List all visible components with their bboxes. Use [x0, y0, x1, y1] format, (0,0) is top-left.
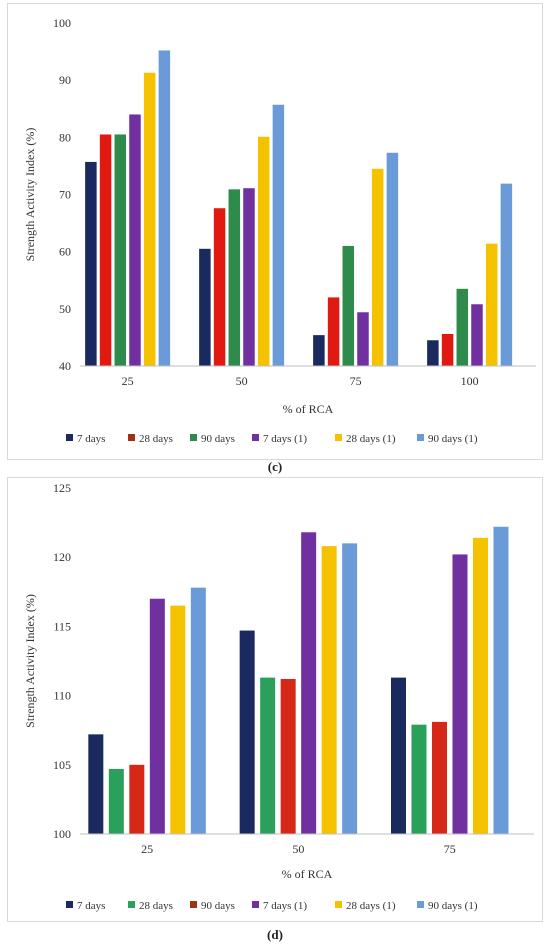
- legend-swatch: [190, 901, 197, 908]
- bar: [85, 161, 97, 366]
- legend-entry: 28 days: [139, 900, 173, 912]
- legend-swatch: [66, 434, 73, 441]
- y-tick-label: 80: [59, 130, 71, 144]
- legend-swatch: [66, 901, 73, 908]
- chart-panel-c: Strength Activity Index (%) 40 50 60 70 80 90 1…: [7, 3, 543, 460]
- legend-entry: 7 days (1): [263, 433, 307, 445]
- bar: [431, 721, 447, 834]
- legend-swatch: [128, 434, 135, 441]
- y-tick-label: 125: [53, 481, 71, 495]
- y-tick-label: 100: [53, 16, 71, 30]
- legend-entry: 90 days (1): [428, 900, 478, 912]
- y-axis-label: Strength Activity Index (%): [23, 594, 37, 728]
- caption-d: (d): [267, 927, 283, 942]
- legend-swatch: [335, 434, 342, 441]
- caption-c: (c): [267, 459, 283, 474]
- bar: [143, 72, 156, 367]
- y-tick-label: 115: [53, 619, 71, 633]
- legend-entry: 90 days: [201, 900, 235, 912]
- legend-entry: 7 days: [77, 900, 105, 912]
- legend-entry: 90 days: [201, 433, 235, 445]
- y-tick-label: 100: [53, 827, 71, 841]
- bar: [321, 546, 337, 834]
- bar: [313, 335, 325, 366]
- legend-swatch: [417, 901, 424, 908]
- y-tick-label: 70: [59, 188, 71, 202]
- bar: [342, 543, 358, 834]
- chart-d-svg: Strength Activity Index (%) 100 105 110 115 1…: [23, 481, 534, 912]
- bar: [390, 677, 406, 834]
- bar: [260, 677, 276, 834]
- bar: [472, 537, 488, 834]
- x-tick-label: 25: [141, 842, 153, 856]
- legend-swatch: [190, 434, 197, 441]
- bar: [493, 526, 509, 834]
- y-tick-label: 90: [59, 73, 71, 87]
- y-tick-label: 110: [53, 689, 71, 703]
- legend-entry: 28 days (1): [346, 900, 396, 912]
- bar: [357, 312, 369, 366]
- bar: [170, 605, 186, 834]
- legend-entry: 7 days (1): [263, 900, 307, 912]
- bar: [149, 598, 165, 834]
- bar: [108, 768, 124, 834]
- bar: [386, 152, 399, 366]
- bar: [272, 104, 285, 366]
- bar: [190, 587, 206, 834]
- x-tick-label: 25: [122, 374, 134, 388]
- legend-swatch: [335, 901, 342, 908]
- bar: [485, 243, 498, 366]
- bar: [158, 50, 171, 366]
- bar: [239, 630, 255, 834]
- x-tick-label: 75: [444, 842, 456, 856]
- bar: [327, 297, 340, 366]
- legend-swatch: [417, 434, 424, 441]
- chart-panel-d: Strength Activity Index (%) 100 105 110 115 1…: [7, 477, 543, 922]
- x-tick-label: 50: [292, 842, 304, 856]
- y-tick-label: 120: [53, 550, 71, 564]
- bar: [471, 304, 483, 366]
- bar: [301, 532, 317, 834]
- bar: [456, 288, 469, 366]
- y-tick-label: 50: [59, 302, 71, 316]
- y-tick-label: 60: [59, 245, 71, 259]
- bar: [411, 724, 427, 834]
- legend-swatch: [128, 901, 135, 908]
- bar: [99, 134, 112, 366]
- bar: [257, 136, 270, 366]
- x-axis-label: % of RCA: [282, 867, 333, 881]
- x-tick-label: 75: [350, 374, 362, 388]
- bar: [129, 114, 141, 366]
- bar: [280, 678, 296, 834]
- bar: [441, 333, 454, 366]
- bar: [213, 208, 226, 366]
- chart-c-svg: Strength Activity Index (%) 40 50 60 70 80 90 1…: [23, 16, 536, 445]
- bar: [452, 554, 468, 834]
- bar: [199, 248, 211, 366]
- legend-entry: 28 days (1): [346, 433, 396, 445]
- legend-entry: 90 days (1): [428, 433, 478, 445]
- x-tick-label: 100: [461, 374, 479, 388]
- bar: [114, 134, 127, 366]
- bar: [88, 734, 104, 834]
- bar: [243, 188, 255, 366]
- bar: [427, 340, 439, 366]
- legend-entry: 7 days: [77, 433, 105, 445]
- y-tick-label: 40: [59, 359, 71, 373]
- bar: [228, 189, 241, 366]
- bar: [500, 183, 513, 366]
- x-axis-label: % of RCA: [283, 402, 334, 416]
- legend-swatch: [252, 434, 259, 441]
- legend-swatch: [252, 901, 259, 908]
- legend-entry: 28 days: [139, 433, 173, 445]
- x-tick-label: 50: [236, 374, 248, 388]
- bar: [129, 764, 145, 834]
- y-tick-label: 105: [53, 758, 71, 772]
- y-axis-label: Strength Activity Index (%): [23, 128, 37, 262]
- bar: [342, 245, 355, 366]
- bar: [371, 168, 384, 366]
